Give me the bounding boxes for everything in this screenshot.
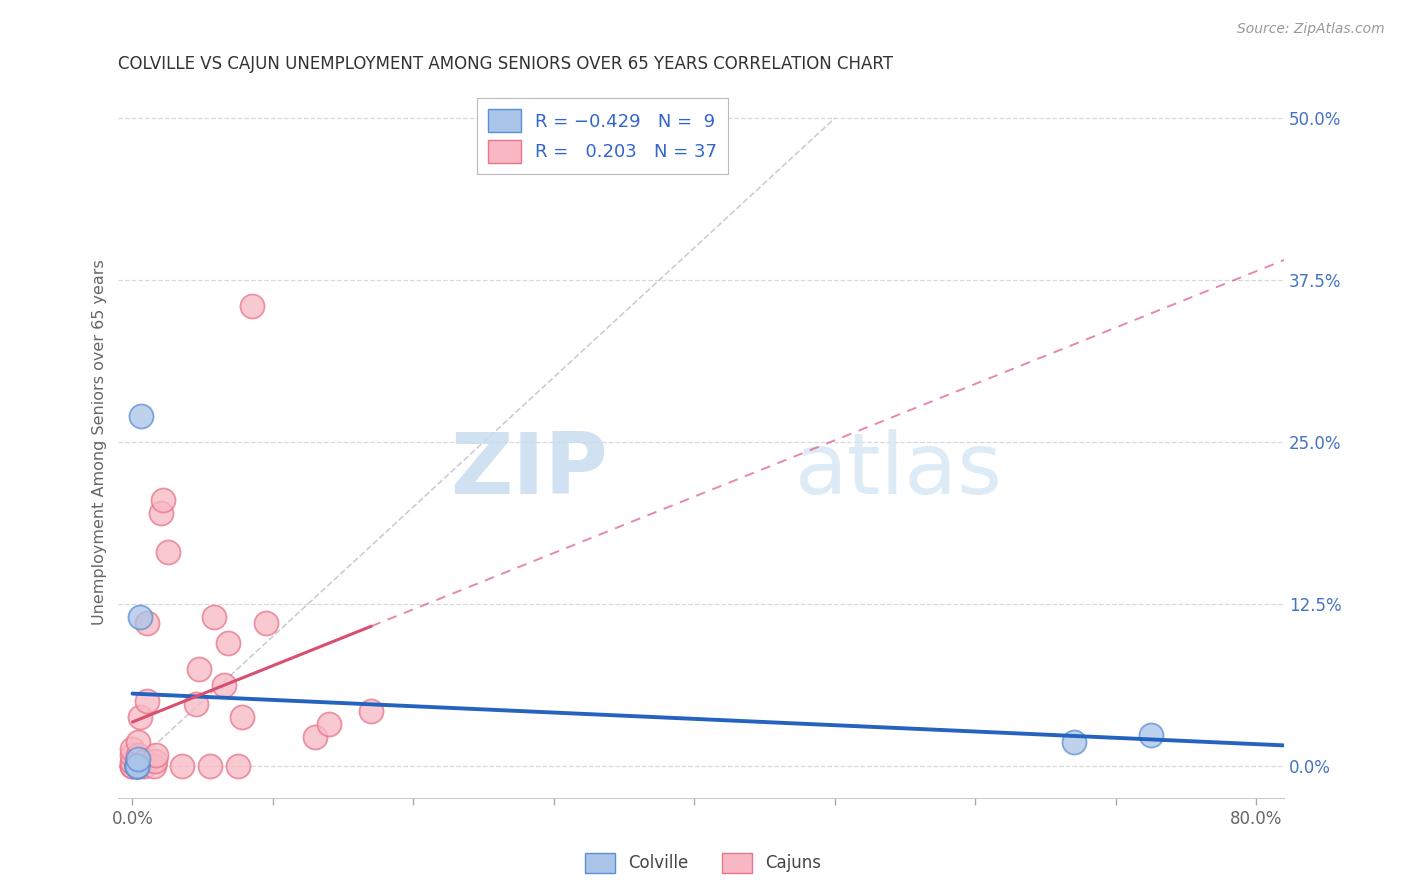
Text: COLVILLE VS CAJUN UNEMPLOYMENT AMONG SENIORS OVER 65 YEARS CORRELATION CHART: COLVILLE VS CAJUN UNEMPLOYMENT AMONG SEN… bbox=[118, 55, 893, 73]
Point bbox=[231, 709, 253, 723]
Text: atlas: atlas bbox=[794, 429, 1002, 512]
Point bbox=[132, 758, 155, 772]
Point bbox=[121, 758, 143, 772]
Point bbox=[1140, 728, 1163, 742]
Point bbox=[127, 752, 149, 766]
Point bbox=[1063, 735, 1085, 749]
Point bbox=[127, 735, 149, 749]
Point bbox=[145, 748, 167, 763]
Point bbox=[125, 758, 148, 772]
Text: ZIP: ZIP bbox=[450, 429, 609, 512]
Point bbox=[121, 742, 143, 756]
Point bbox=[152, 493, 174, 508]
Point bbox=[125, 754, 148, 768]
Point bbox=[318, 717, 340, 731]
Point bbox=[142, 758, 165, 772]
Point bbox=[127, 748, 149, 763]
Point bbox=[125, 758, 148, 772]
Point bbox=[135, 616, 157, 631]
Point bbox=[149, 506, 172, 520]
Point bbox=[217, 636, 239, 650]
Legend: R = −0.429   N =  9, R =   0.203   N = 37: R = −0.429 N = 9, R = 0.203 N = 37 bbox=[477, 98, 728, 174]
Point bbox=[128, 709, 150, 723]
Point bbox=[125, 758, 148, 772]
Y-axis label: Unemployment Among Seniors over 65 years: Unemployment Among Seniors over 65 years bbox=[93, 259, 107, 624]
Point bbox=[125, 758, 148, 772]
Point bbox=[226, 758, 249, 772]
Point bbox=[202, 609, 225, 624]
Point bbox=[212, 678, 235, 692]
Point bbox=[360, 704, 382, 718]
Point bbox=[125, 758, 148, 772]
Point bbox=[128, 609, 150, 624]
Point bbox=[121, 748, 143, 763]
Point bbox=[121, 758, 143, 772]
Point bbox=[129, 409, 152, 423]
Point bbox=[198, 758, 221, 772]
Point bbox=[187, 662, 209, 676]
Point bbox=[135, 694, 157, 708]
Point bbox=[134, 754, 156, 768]
Point bbox=[240, 299, 263, 313]
Point bbox=[170, 758, 193, 772]
Point bbox=[254, 616, 277, 631]
Text: Source: ZipAtlas.com: Source: ZipAtlas.com bbox=[1237, 22, 1385, 37]
Point bbox=[184, 697, 207, 711]
Point bbox=[304, 731, 326, 745]
Point bbox=[121, 755, 143, 769]
Legend: Colville, Cajuns: Colville, Cajuns bbox=[578, 847, 828, 880]
Point bbox=[125, 758, 148, 772]
Point bbox=[156, 545, 179, 559]
Point bbox=[143, 754, 166, 768]
Point bbox=[128, 758, 150, 772]
Point bbox=[121, 758, 143, 772]
